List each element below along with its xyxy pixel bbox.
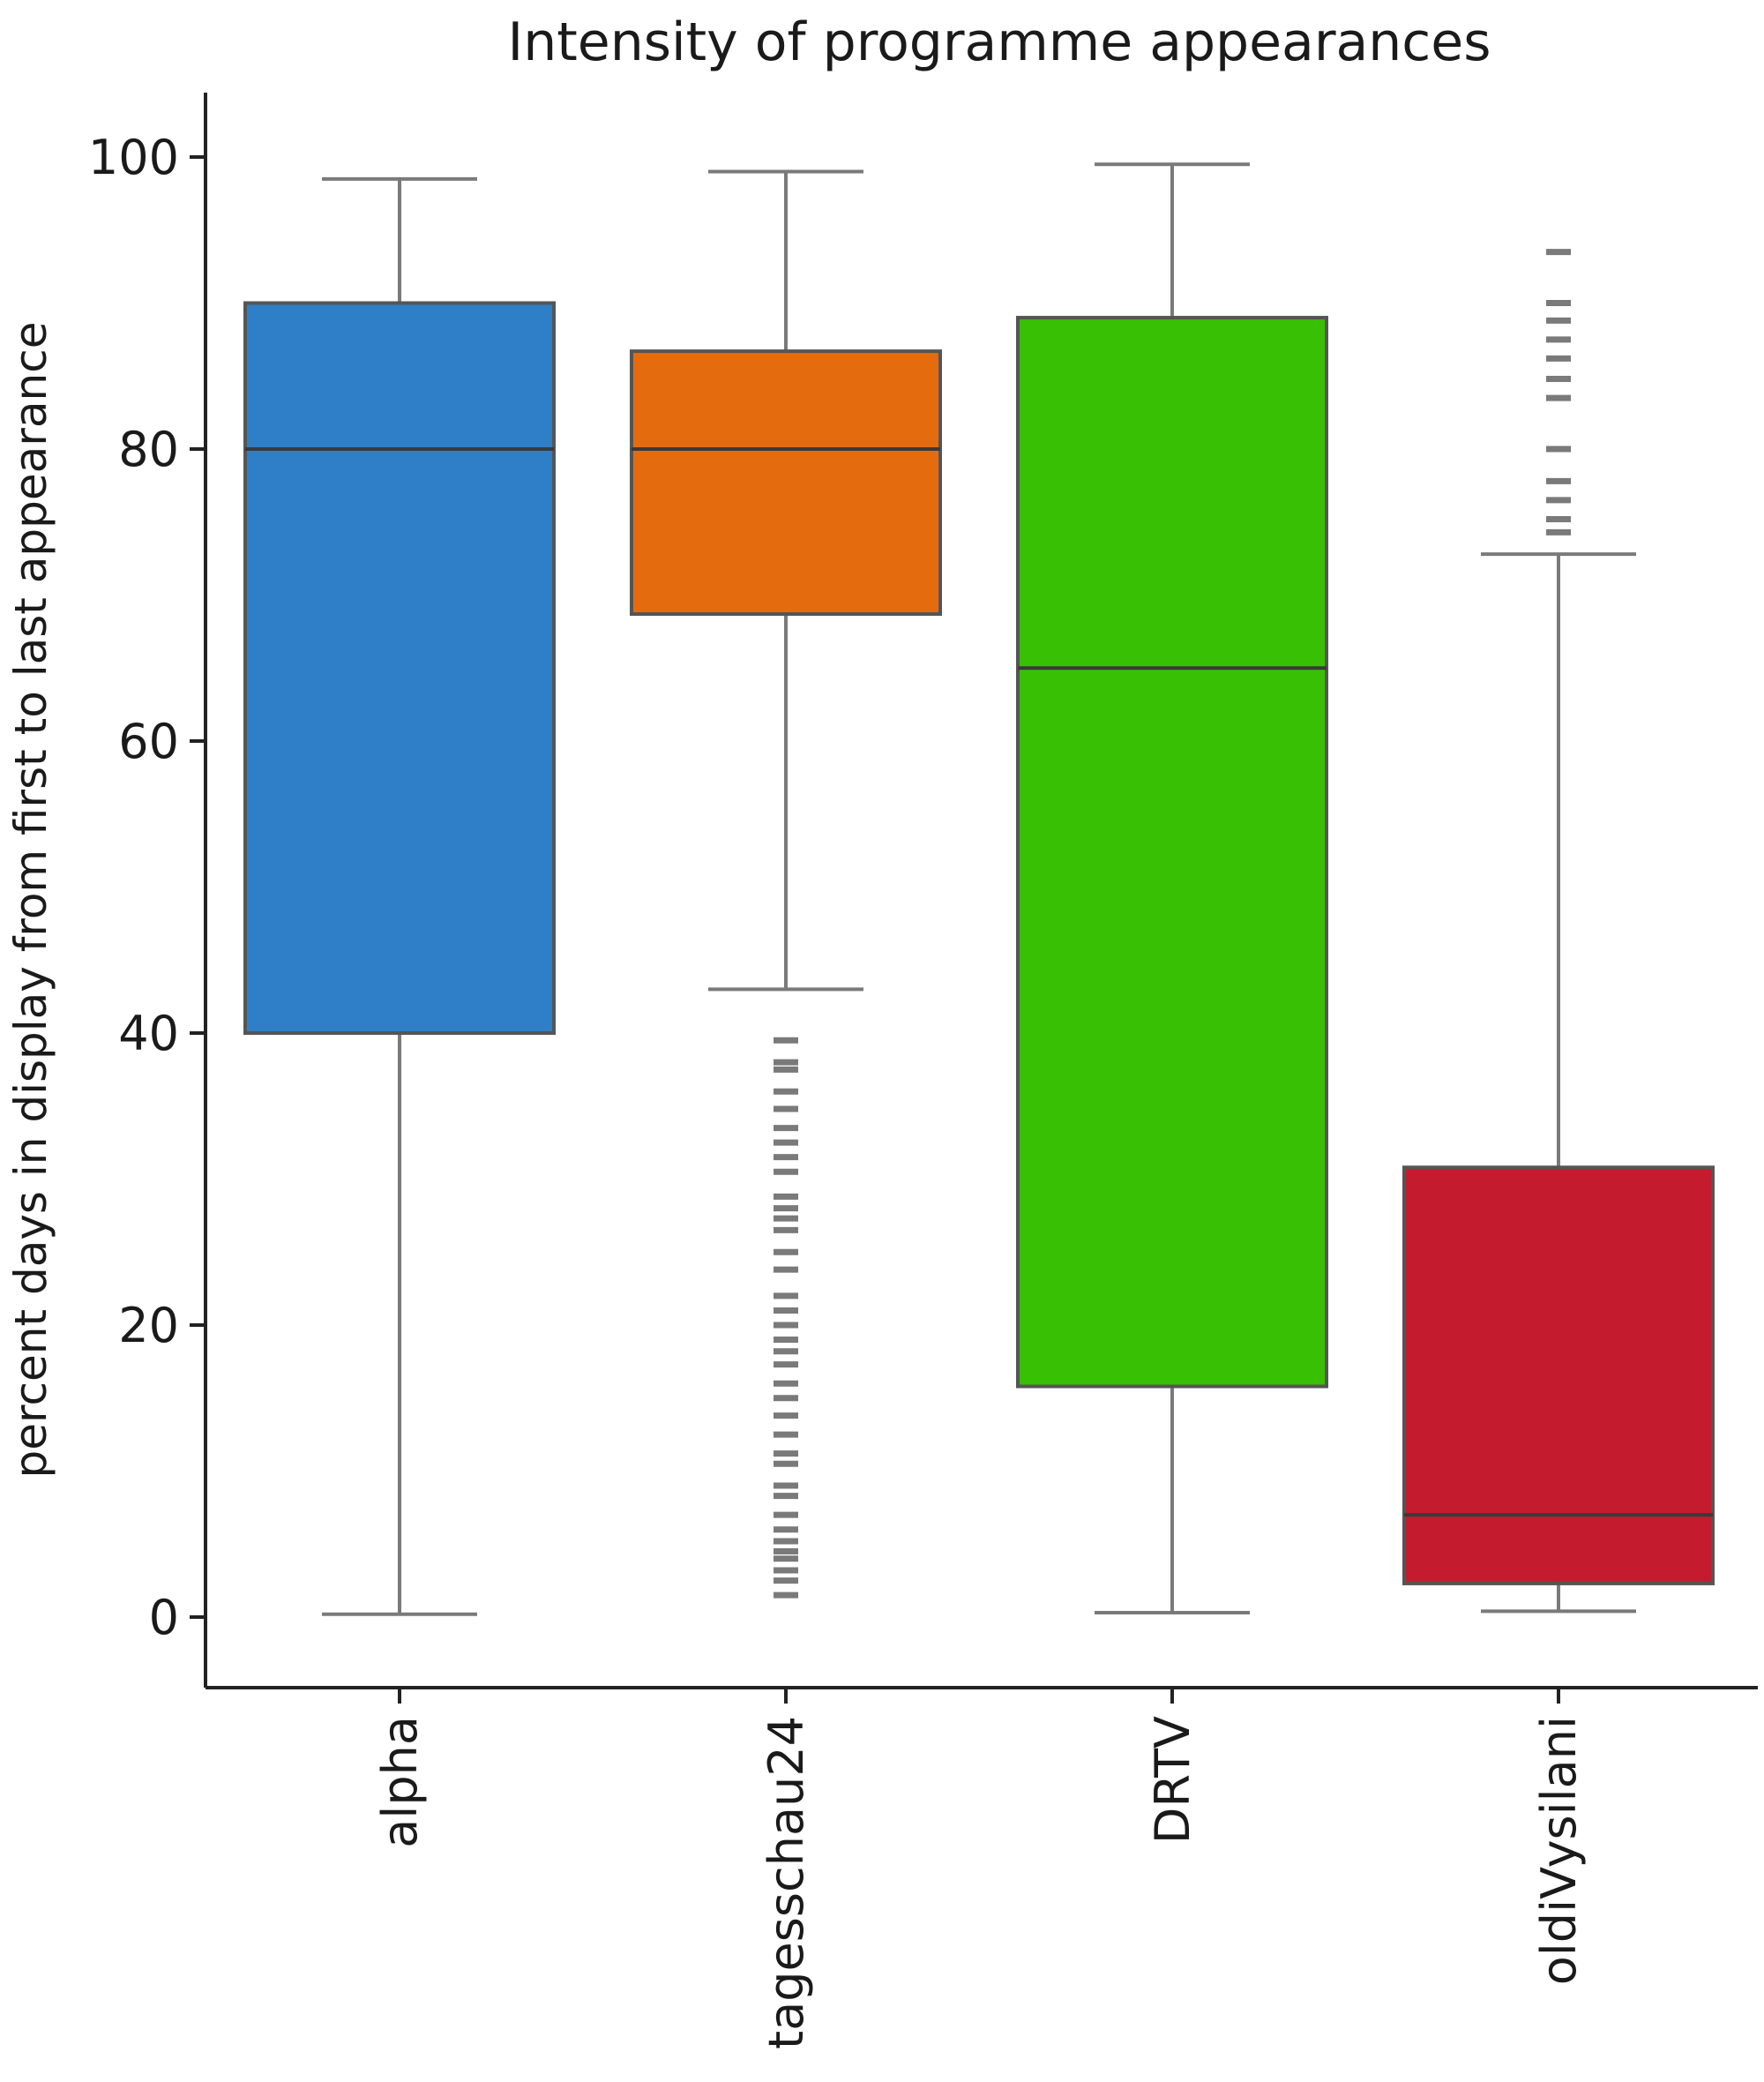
y-tick-label: 100 (88, 130, 179, 185)
box-tagesschau24 (630, 349, 942, 617)
x-tick-label: tagesschau24 (759, 1716, 814, 2049)
y-tick-label: 20 (118, 1298, 179, 1353)
box-oldiVysilani (1402, 1165, 1715, 1585)
box-alpha (243, 301, 556, 1035)
y-tick-label: 80 (118, 422, 179, 477)
box-group-DRTV (1016, 162, 1328, 1615)
plot-area (243, 162, 1715, 1616)
y-axis-label: percent days in display from first to la… (5, 322, 56, 1479)
chart-title: Intensity of programme appearances (508, 11, 1491, 73)
x-tick-label: DRTV (1145, 1716, 1200, 1844)
x-tick-label: alpha (372, 1716, 428, 1848)
x-tick-label: oldiVysilani (1531, 1716, 1587, 1985)
box-group-tagesschau24 (630, 169, 942, 1599)
y-tick-label: 60 (118, 714, 179, 769)
box-group-alpha (243, 176, 556, 1616)
y-tick-label: 40 (118, 1006, 179, 1061)
box-group-oldiVysilani (1402, 249, 1715, 1614)
box-DRTV (1016, 316, 1328, 1389)
y-tick-label: 0 (149, 1590, 179, 1645)
axes: 0 20 40 60 80 100 alpha tagesschau24 DRTV oldiVys… (88, 93, 1758, 2049)
